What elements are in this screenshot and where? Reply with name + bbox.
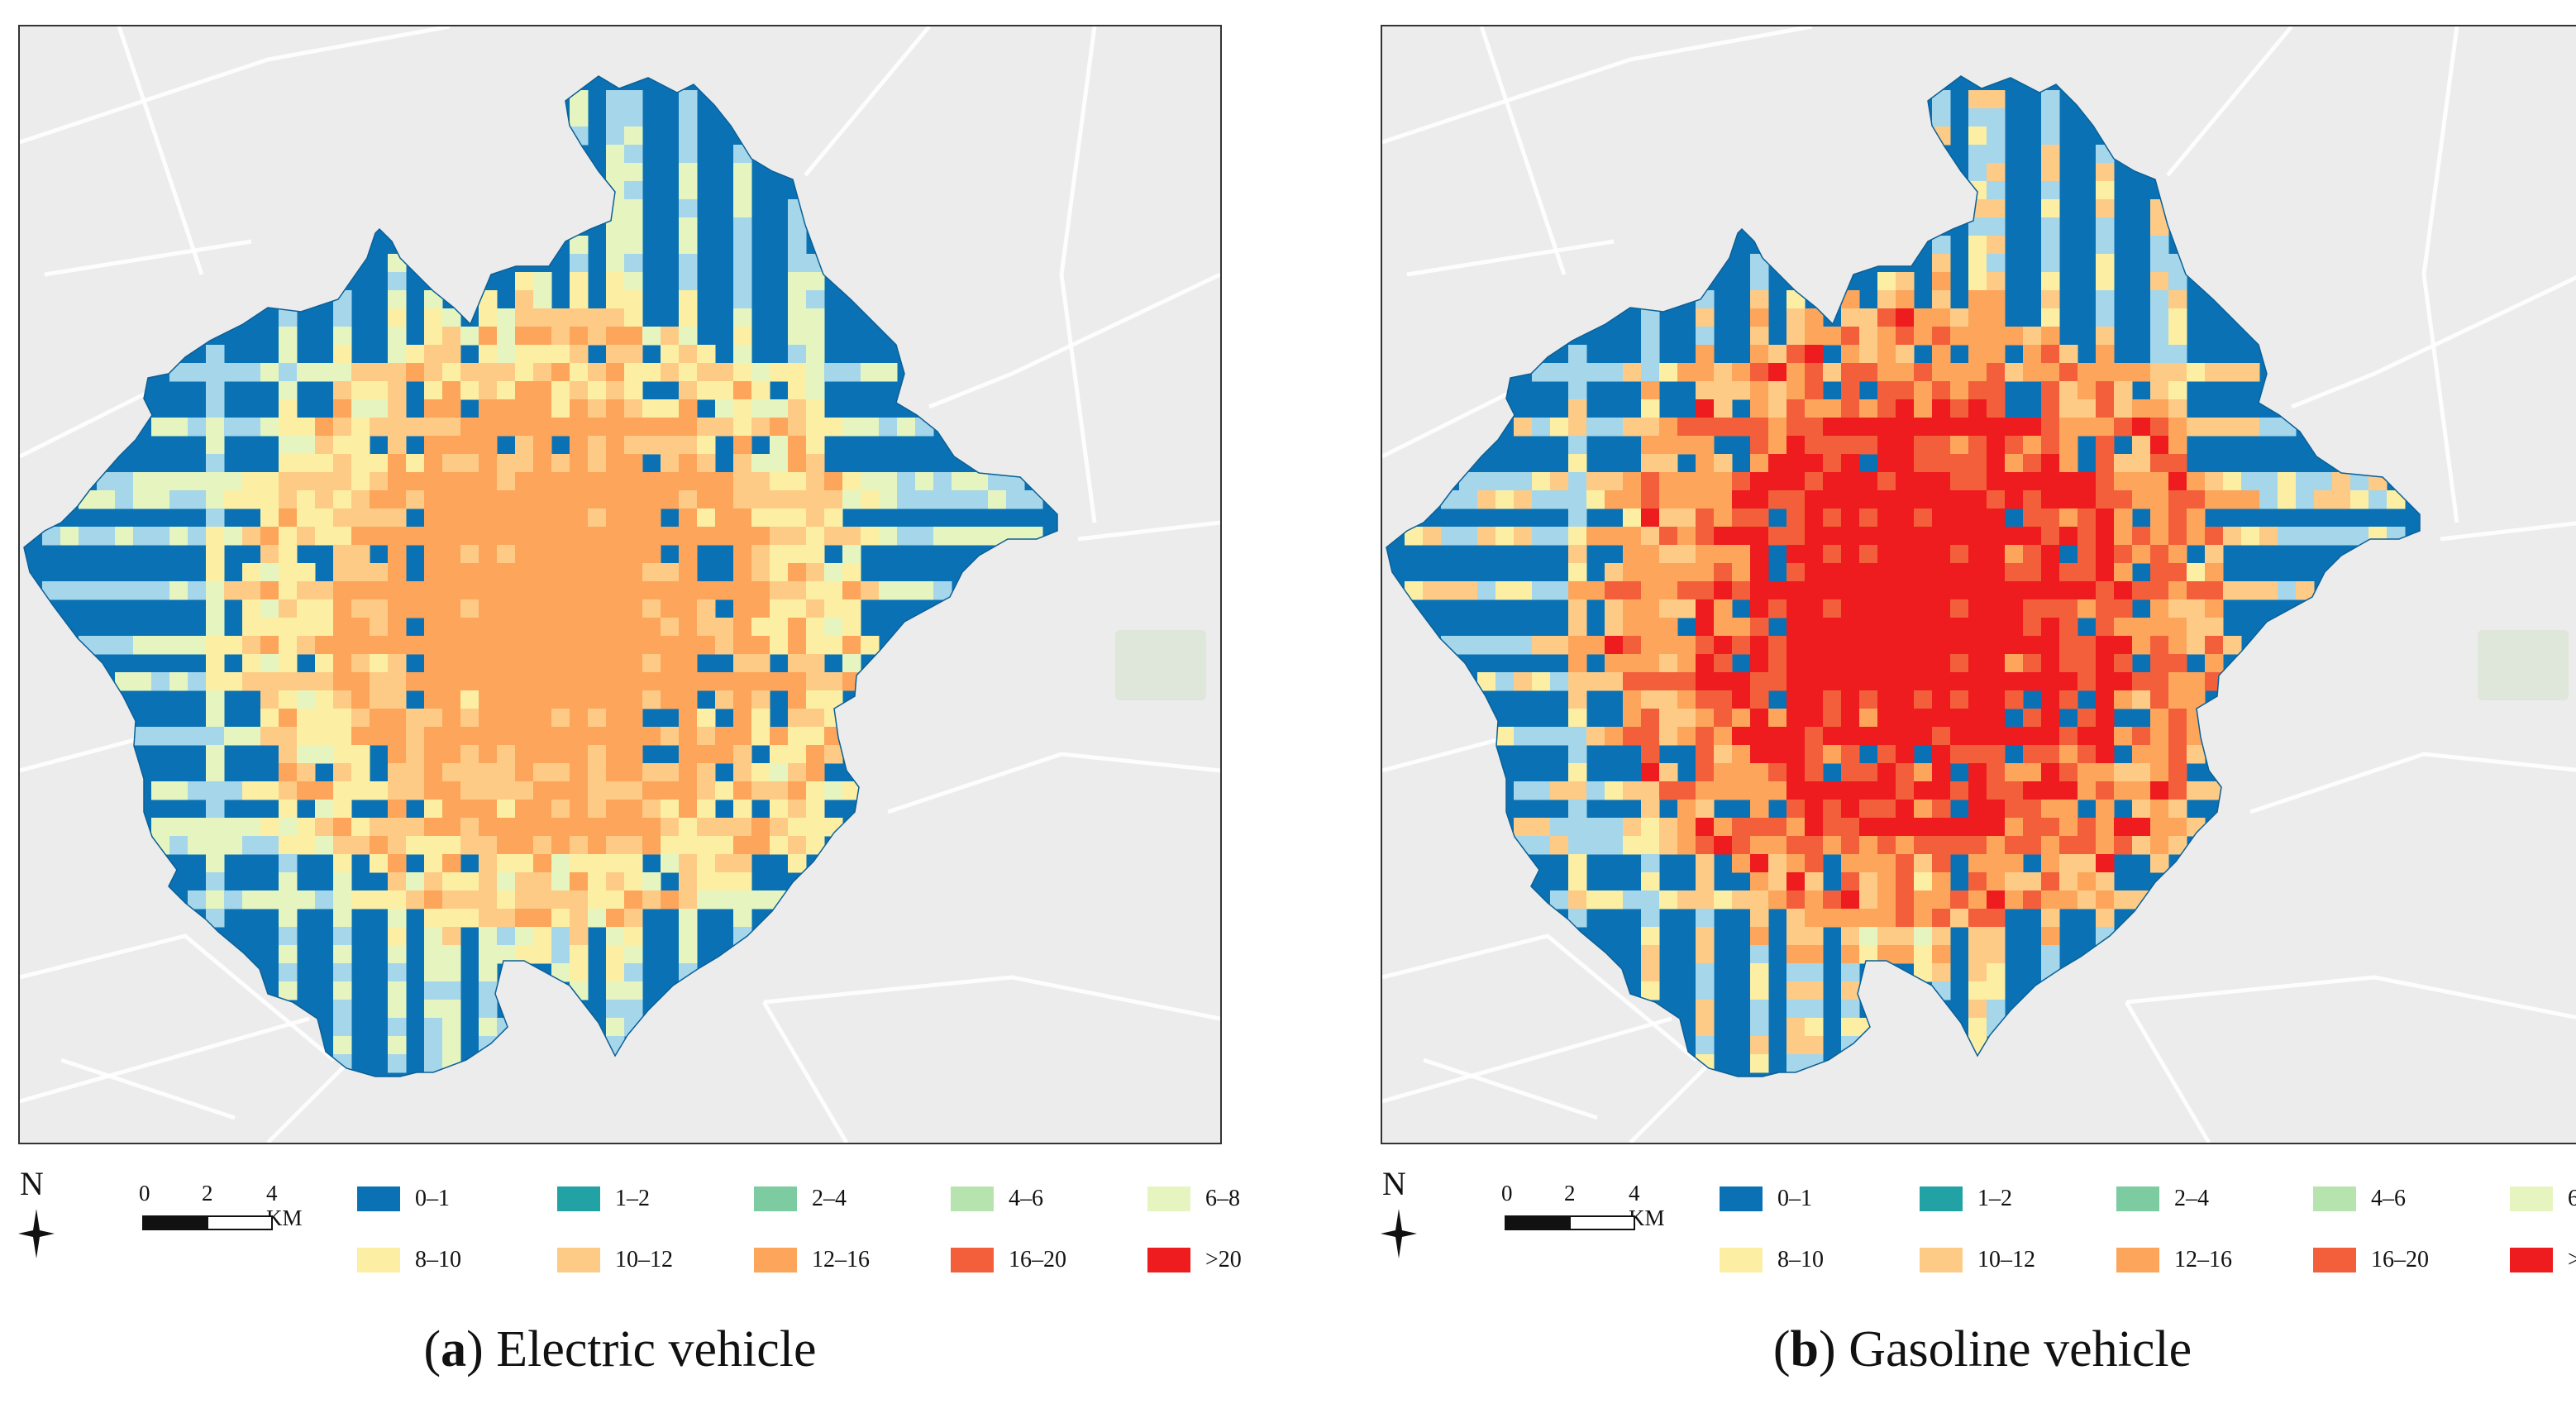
caption-text: Gasoline vehicle (1849, 1321, 2192, 1377)
legend-label: 16–20 (2371, 1247, 2429, 1272)
legend-label: 6–8 (2568, 1186, 2576, 1211)
legend-label: 0–1 (1777, 1186, 1812, 1211)
legend-label: 2–4 (2174, 1186, 2209, 1211)
legend-item: 12–16 (754, 1244, 870, 1277)
legend-label: >20 (1205, 1247, 1242, 1272)
scale-bar: 0 2 4 KM (1480, 1181, 1665, 1247)
legend-item: 6–8 (1147, 1182, 1240, 1215)
legend-label: 0–1 (415, 1186, 450, 1211)
heatmap-gasoline (1382, 26, 2576, 1143)
legend-item: 1–2 (1920, 1182, 2012, 1215)
north-arrow-icon (1381, 1209, 1417, 1258)
legend-item: >20 (2510, 1244, 2576, 1277)
legend-label: 12–16 (812, 1247, 870, 1272)
legend-swatch (1720, 1186, 1763, 1211)
caption-text: Electric vehicle (496, 1321, 817, 1377)
legend-swatch (557, 1186, 600, 1211)
north-arrow-label: N (20, 1165, 44, 1202)
legend-swatch (2510, 1186, 2553, 1211)
legend-label: 4–6 (1009, 1186, 1043, 1211)
legend-swatch (2313, 1186, 2356, 1211)
legend-label: 1–2 (1977, 1186, 2012, 1211)
caption-letter: b (1790, 1321, 1820, 1377)
legend-label: >20 (2568, 1247, 2576, 1272)
legend-gasoline: N 0 2 4 KM 0–1 1–2 2–4 4–6 6–8 8–10 10–12 12–16… (1381, 1166, 2576, 1290)
scale-tick-0: 0 (1501, 1181, 1513, 1206)
legend-swatch (1147, 1186, 1190, 1211)
legend-item: 8–10 (1720, 1244, 1824, 1277)
legend-item: >20 (1147, 1244, 1242, 1277)
basemap-roads (1382, 26, 2576, 1143)
scale-tick-0: 0 (139, 1181, 150, 1206)
legend-item: 16–20 (2313, 1244, 2429, 1277)
caption-a: (a) Electric vehicle (423, 1321, 817, 1377)
north-arrow-label: N (1382, 1165, 1406, 1202)
legend-item: 16–20 (951, 1244, 1066, 1277)
map-frame (18, 25, 1222, 1144)
scale-segment-white (207, 1215, 273, 1230)
map-panel-gasoline (1381, 25, 2576, 1144)
legend-swatch (2116, 1248, 2159, 1272)
legend-item: 12–16 (2116, 1244, 2232, 1277)
legend-label: 1–2 (615, 1186, 650, 1211)
scale-segment-black (142, 1215, 208, 1230)
scale-bar: 0 2 4 KM (117, 1181, 303, 1247)
legend-item: 0–1 (1720, 1182, 1812, 1215)
legend-item: 10–12 (557, 1244, 673, 1277)
scale-segment-black (1505, 1215, 1571, 1230)
legend-swatch (557, 1248, 600, 1272)
legend-label: 10–12 (615, 1247, 673, 1272)
legend-swatch (357, 1248, 400, 1272)
legend-item: 0–1 (357, 1182, 450, 1215)
legend-item: 2–4 (754, 1182, 847, 1215)
heat-cells (1405, 90, 2406, 1073)
legend-swatch (2313, 1248, 2356, 1272)
legend-swatch (1147, 1248, 1190, 1272)
park-area (2478, 630, 2569, 700)
legend-swatch (357, 1186, 400, 1211)
legend-swatch (1920, 1248, 1963, 1272)
legend-item: 6–8 (2510, 1182, 2576, 1215)
heatmap-electric (20, 26, 1220, 1143)
map-panel-electric (18, 25, 1222, 1144)
legend-swatch (951, 1186, 994, 1211)
legend-swatch (1720, 1248, 1763, 1272)
scale-tick-2: 2 (202, 1181, 213, 1206)
legend-label: 8–10 (415, 1247, 461, 1272)
legend-electric: N 0 2 4 KM 0–1 1–2 2–4 4–6 6–8 8–10 10–12 12–16… (18, 1165, 1242, 1290)
legend-swatch (754, 1248, 797, 1272)
legend-item: 8–10 (357, 1244, 461, 1277)
scale-segment-white (1569, 1215, 1635, 1230)
caption-b: (b) Gasoline vehicle (1772, 1321, 2192, 1377)
district-outline (1386, 75, 2421, 1077)
legend-item: 10–12 (1920, 1244, 2035, 1277)
legend-item: 2–4 (2116, 1182, 2209, 1215)
legend-swatch (2116, 1186, 2159, 1211)
scale-tick-2: 2 (1564, 1181, 1576, 1206)
legend-item: 1–2 (557, 1182, 650, 1215)
north-arrow-icon (18, 1209, 55, 1258)
legend-label: 8–10 (1777, 1247, 1824, 1272)
legend-item: 4–6 (951, 1182, 1043, 1215)
district-outline (23, 75, 1058, 1077)
legend-label: 10–12 (1977, 1247, 2035, 1272)
legend-swatch (754, 1186, 797, 1211)
legend-label: 6–8 (1205, 1186, 1240, 1211)
legend-swatch (2510, 1248, 2553, 1272)
legend-swatch (1920, 1186, 1963, 1211)
legend-label: 12–16 (2174, 1247, 2232, 1272)
park-area (1115, 630, 1206, 700)
legend-swatch (951, 1248, 994, 1272)
legend-label: 2–4 (812, 1186, 847, 1211)
legend-label: 16–20 (1009, 1247, 1066, 1272)
legend-label: 4–6 (2371, 1186, 2406, 1211)
caption-letter: a (441, 1321, 467, 1377)
legend-item: 4–6 (2313, 1182, 2406, 1215)
map-frame (1381, 25, 2576, 1144)
